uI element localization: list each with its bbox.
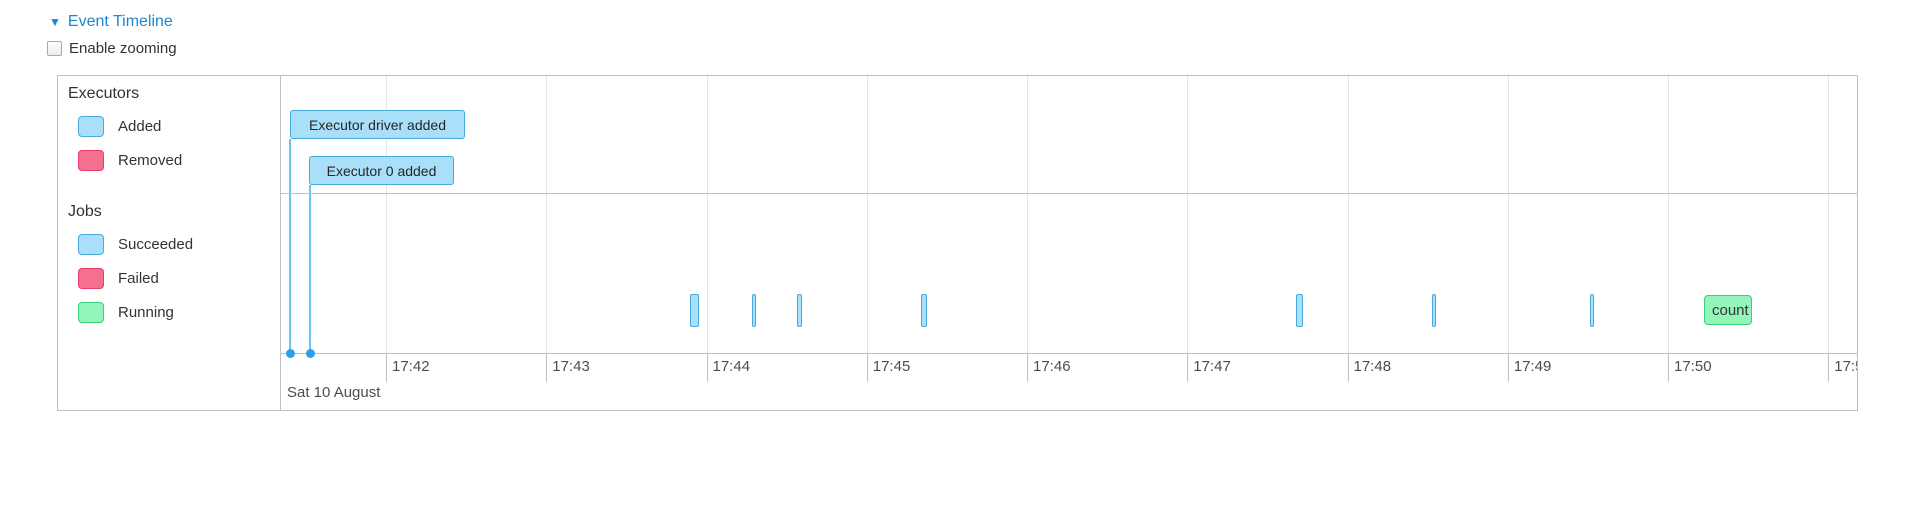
job-succeeded-bar[interactable] bbox=[1590, 294, 1594, 327]
executor-event-dot bbox=[305, 349, 315, 358]
collapse-arrow-icon: ▼ bbox=[49, 15, 61, 29]
job-succeeded-bar[interactable] bbox=[1295, 294, 1303, 327]
legend-item-removed: Removed bbox=[78, 150, 182, 171]
legend-label: Removed bbox=[118, 152, 183, 169]
grid-line bbox=[1507, 76, 1509, 353]
axis-tick bbox=[546, 353, 548, 382]
axis-tick-label: 17:50 bbox=[1674, 358, 1712, 375]
axis-tick-label: 17:46 bbox=[1033, 358, 1071, 375]
legend-label: Running bbox=[118, 304, 174, 321]
legend-swatch-removed-icon bbox=[78, 150, 104, 171]
axis-tick bbox=[1668, 353, 1669, 382]
axis-date-label: Sat 10 August bbox=[287, 384, 381, 401]
job-succeeded-bar[interactable] bbox=[1432, 294, 1436, 327]
axis-line bbox=[58, 353, 1857, 354]
axis-tick-label: 17:51 bbox=[1834, 358, 1857, 375]
axis-tick bbox=[706, 353, 708, 382]
grid-line bbox=[866, 76, 868, 353]
legend-item-added: Added bbox=[78, 116, 161, 137]
axis-tick bbox=[386, 353, 387, 382]
axis-tick-label: 17:45 bbox=[872, 358, 911, 375]
axis-tick-label: 17:43 bbox=[552, 358, 590, 375]
legend-label: Succeeded bbox=[118, 236, 194, 253]
grid-line bbox=[386, 76, 387, 353]
job-succeeded-bar[interactable] bbox=[796, 294, 802, 327]
grid-line bbox=[1347, 76, 1349, 353]
grid-line bbox=[1187, 76, 1189, 353]
group-title: Jobs bbox=[68, 203, 102, 220]
axis-tick bbox=[1828, 353, 1830, 382]
grid-line bbox=[706, 76, 708, 353]
timeline-group-jobs: Jobs Succeeded Failed Running bbox=[58, 194, 280, 353]
legend-swatch-succeeded-icon bbox=[78, 234, 104, 255]
enable-zooming-label: Enable zooming bbox=[69, 40, 177, 57]
group-title: Executors bbox=[68, 85, 140, 102]
grid-line bbox=[1027, 76, 1028, 353]
axis-tick-label: 17:47 bbox=[1193, 358, 1231, 375]
axis-tick bbox=[1027, 353, 1028, 382]
legend-swatch-added-icon bbox=[78, 116, 104, 137]
grid-line bbox=[1668, 76, 1669, 353]
event-timeline-toggle[interactable]: ▼ Event Timeline bbox=[49, 13, 173, 31]
axis-tick bbox=[1347, 353, 1349, 382]
legend-label: Failed bbox=[118, 270, 159, 287]
executor-event-line bbox=[289, 139, 291, 353]
executor-event[interactable]: Executor 0 added bbox=[309, 156, 454, 185]
job-succeeded-bar[interactable] bbox=[921, 294, 927, 327]
legend-item-failed: Failed bbox=[78, 268, 159, 289]
legend-item-succeeded: Succeeded bbox=[78, 234, 193, 255]
job-succeeded-bar[interactable] bbox=[689, 294, 699, 327]
executor-event[interactable]: Executor driver added bbox=[290, 110, 465, 139]
timeline-panel: Executors Added Removed Jobs Succeeded Failed… bbox=[57, 75, 1858, 411]
legend-label: Added bbox=[118, 118, 162, 135]
timeline-group-executors: Executors Added Removed bbox=[58, 76, 280, 193]
enable-zooming-checkbox[interactable] bbox=[47, 41, 62, 56]
event-timeline-link[interactable]: Event Timeline bbox=[67, 13, 173, 30]
timeline-group-labels: Executors Added Removed Jobs Succeeded Failed… bbox=[58, 76, 281, 410]
legend-swatch-failed-icon bbox=[78, 268, 104, 289]
grid-line bbox=[1828, 76, 1830, 353]
axis-tick-label: 17:44 bbox=[712, 358, 751, 375]
executor-event-dot bbox=[285, 349, 295, 358]
axis-tick bbox=[866, 353, 868, 382]
job-succeeded-bar[interactable] bbox=[752, 294, 756, 327]
legend-swatch-running-icon bbox=[78, 302, 104, 323]
grid-line bbox=[546, 76, 548, 353]
axis-tick bbox=[1187, 353, 1189, 382]
axis-tick-label: 17:42 bbox=[392, 358, 430, 375]
timeline-chart: 17:42 17:43 17:44 17:45 17:46 17:47 17:48 17:49… bbox=[282, 76, 1857, 410]
executor-event-line bbox=[309, 185, 311, 353]
enable-zooming-control[interactable]: Enable zooming bbox=[47, 40, 177, 57]
job-running-item[interactable]: count bbox=[1704, 295, 1752, 325]
axis-tick-label: 17:48 bbox=[1353, 358, 1392, 375]
axis-tick bbox=[1507, 353, 1509, 382]
axis-tick-label: 17:49 bbox=[1513, 358, 1552, 375]
legend-item-running: Running bbox=[78, 302, 174, 323]
row-separator bbox=[58, 193, 1857, 194]
